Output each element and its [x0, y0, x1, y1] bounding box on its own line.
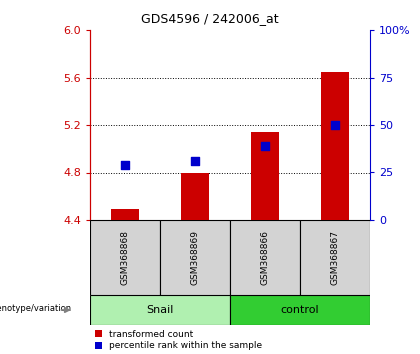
Text: Snail: Snail	[146, 305, 174, 315]
Bar	[90, 220, 160, 295]
Bar	[90, 295, 230, 325]
Text: GSM368869: GSM368869	[191, 230, 200, 285]
Bar	[230, 295, 370, 325]
Bar	[321, 72, 349, 220]
Bar	[111, 209, 139, 220]
Text: genotype/variation: genotype/variation	[0, 304, 71, 313]
Bar	[300, 220, 370, 295]
Point	[262, 143, 268, 149]
Point	[332, 122, 339, 128]
Text: GSM368868: GSM368868	[121, 230, 129, 285]
Text: control: control	[281, 305, 319, 315]
Bar	[230, 220, 300, 295]
Bar	[251, 132, 279, 220]
Bar	[160, 220, 230, 295]
Point	[122, 162, 129, 168]
Text: GSM368867: GSM368867	[331, 230, 339, 285]
Legend: transformed count, percentile rank within the sample: transformed count, percentile rank withi…	[94, 330, 262, 350]
Point	[192, 158, 198, 164]
Text: GDS4596 / 242006_at: GDS4596 / 242006_at	[141, 12, 279, 25]
Bar	[181, 172, 209, 220]
Text: GSM368866: GSM368866	[260, 230, 270, 285]
